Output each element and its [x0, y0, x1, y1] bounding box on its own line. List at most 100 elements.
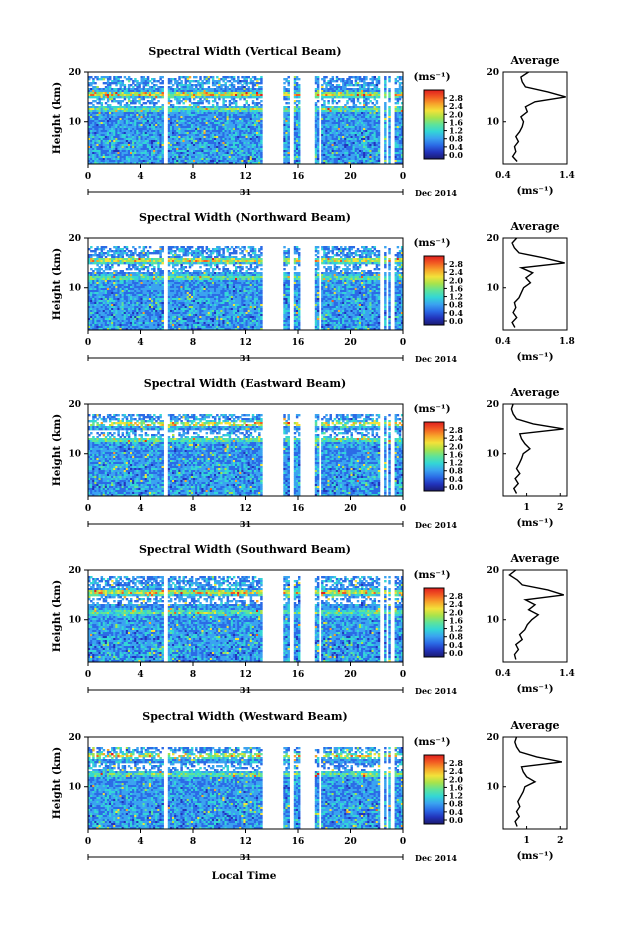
heatmap-cell [211, 84, 215, 87]
heatmap-cell [226, 134, 230, 137]
heatmap-cell [377, 138, 381, 141]
heatmap-cell [138, 148, 141, 151]
heatmap-cell [377, 156, 381, 159]
heatmap-cell [125, 92, 129, 95]
heatmap-cell [367, 124, 370, 127]
heatmap-cell [138, 120, 141, 123]
heatmap-cell [249, 134, 253, 137]
heatmap-cell [100, 134, 104, 137]
heatmap-cell [365, 140, 368, 143]
heatmap-cell [140, 126, 143, 129]
heatmap-cell [298, 94, 301, 97]
heatmap-cell [123, 92, 127, 95]
heatmap-cell [203, 140, 206, 143]
heatmap-cell [335, 152, 339, 155]
heatmap-cell [323, 82, 326, 85]
heatmap-cell [88, 254, 91, 257]
heatmap-cell [142, 128, 146, 131]
heatmap-cell [363, 78, 366, 81]
heatmap-cell [237, 110, 240, 113]
heatmap-cell [109, 86, 112, 89]
heatmap-cell [90, 326, 93, 329]
heatmap-cell [396, 138, 400, 141]
heatmap-cell [285, 120, 288, 123]
heatmap-cell [245, 134, 248, 137]
heatmap-cell [190, 112, 194, 115]
panel-1: Spectral Width (Northward Beam)1020Heigh… [51, 211, 575, 364]
heatmap-cell [367, 132, 370, 135]
heatmap-cell [172, 88, 175, 91]
heatmap-cell [396, 162, 400, 165]
heatmap-cell [358, 126, 362, 129]
heatmap-cell [159, 94, 162, 97]
heatmap-cell [342, 138, 345, 141]
heatmap-cell [169, 80, 173, 83]
heatmap-cell [245, 130, 248, 133]
heatmap-cell [100, 112, 104, 115]
heatmap-cell [106, 146, 110, 149]
heatmap-cell [363, 120, 366, 123]
heatmap-cell [188, 118, 192, 121]
heatmap-cell [113, 134, 116, 137]
heatmap-cell [211, 78, 215, 81]
heatmap-cell [88, 146, 91, 149]
heatmap-cell [157, 128, 160, 131]
heatmap-cell [373, 156, 377, 159]
heatmap-cell [184, 90, 188, 93]
heatmap-cell [365, 112, 368, 115]
heatmap-cell [371, 124, 374, 127]
heatmap-cell [88, 312, 91, 315]
heatmap-cell [228, 120, 232, 123]
heatmap-cell [316, 156, 320, 159]
heatmap-cell [161, 108, 164, 111]
heatmap-cell [220, 144, 223, 147]
heatmap-cell [243, 122, 246, 125]
heatmap-cell [226, 120, 230, 123]
heatmap-cell [253, 114, 257, 117]
heatmap-cell [195, 88, 198, 91]
heatmap-cell [258, 146, 261, 149]
heatmap-cell [325, 156, 328, 159]
heatmap-cell [388, 138, 391, 141]
heatmap-cell [348, 140, 351, 143]
heatmap-cell [329, 86, 332, 89]
heatmap-cell [243, 144, 246, 147]
heatmap-cell [321, 130, 324, 133]
heatmap-cell [109, 154, 112, 157]
heatmap-cell [104, 148, 108, 151]
heatmap-cell [180, 118, 183, 121]
heatmap-cell [90, 304, 93, 307]
heatmap-cell [172, 90, 175, 93]
heatmap-cell [104, 108, 108, 111]
heatmap-cell [222, 144, 225, 147]
heatmap-cell [241, 108, 244, 111]
heatmap-cell [293, 144, 297, 147]
heatmap-cell [169, 90, 173, 93]
heatmap-cell [157, 160, 160, 163]
heatmap-cell [117, 148, 120, 151]
heatmap-cell [100, 162, 104, 165]
heatmap-cell [245, 76, 248, 79]
heatmap-cell [144, 144, 148, 147]
heatmap-cell [314, 118, 318, 121]
heatmap-cell [205, 156, 209, 159]
heatmap-cell [239, 94, 242, 97]
heatmap-cell [400, 92, 404, 95]
heatmap-cell [295, 134, 299, 137]
heatmap-cell [88, 284, 91, 287]
heatmap-cell [369, 154, 372, 157]
heatmap-cell [220, 140, 223, 143]
heatmap-cell [298, 96, 301, 99]
heatmap-cell [148, 156, 152, 159]
heatmap-cell [251, 84, 255, 87]
heatmap-cell [298, 152, 301, 155]
heatmap-cell [350, 94, 353, 97]
heatmap-cell [388, 142, 391, 145]
heatmap-cell [201, 86, 204, 89]
heatmap-cell [344, 82, 347, 85]
heatmap-cell [285, 102, 288, 105]
heatmap-cell [220, 156, 223, 159]
heatmap-cell [258, 128, 261, 131]
heatmap-cell [190, 156, 194, 159]
heatmap-cell [314, 116, 318, 119]
